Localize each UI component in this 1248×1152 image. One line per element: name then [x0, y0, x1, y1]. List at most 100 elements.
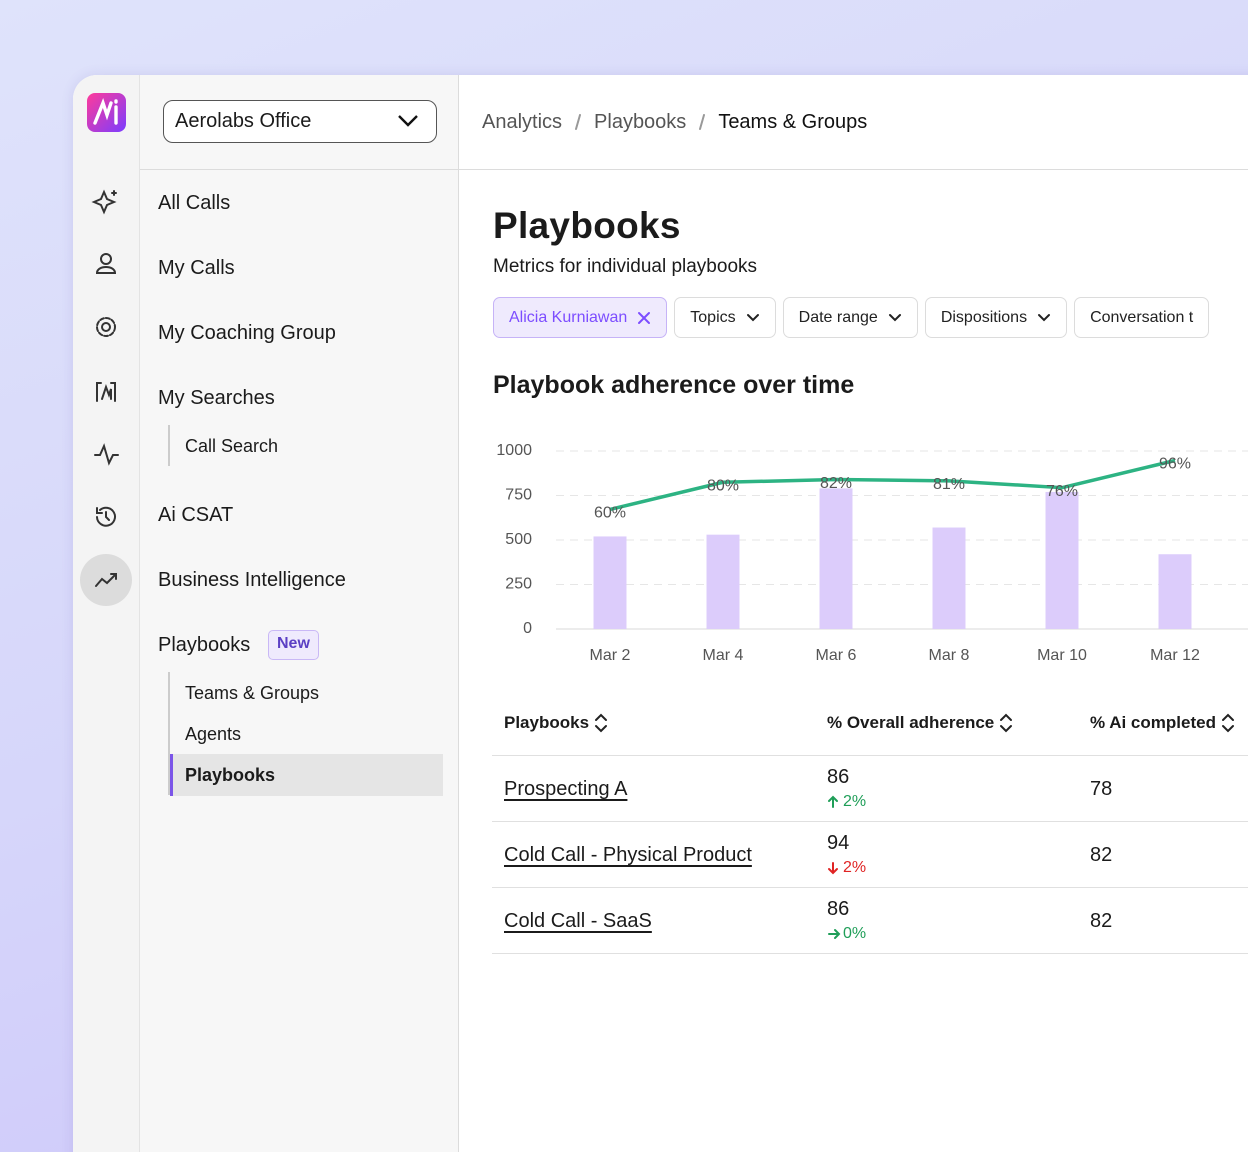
data-label: 60%	[594, 505, 626, 522]
nav-subitem[interactable]: Agents	[185, 724, 242, 744]
row-rule	[492, 887, 1248, 888]
data-label: 96%	[1159, 456, 1191, 473]
adherence: 86	[827, 766, 850, 788]
change: 0%	[827, 924, 866, 944]
nav-item[interactable]: Business Intelligence	[158, 569, 346, 591]
column-title: Playbooks	[504, 713, 590, 732]
x-tick-label: Mar 8	[929, 647, 970, 664]
breadcrumb: Analytics Playbooks Teams & Groups	[482, 108, 867, 136]
nav-item[interactable]: Ai CSAT	[158, 504, 234, 526]
x-tick-label: Mar 10	[1037, 647, 1087, 664]
filter-label: Conversation t	[1090, 308, 1194, 326]
active-rail-item[interactable]	[80, 554, 132, 606]
nav-item[interactable]: My Searches	[158, 387, 275, 409]
sub-rail	[168, 425, 170, 466]
x-tick-label: Mar 4	[703, 647, 744, 664]
ai-completed: 82	[1090, 910, 1113, 932]
x-tick-label: Mar 2	[590, 647, 631, 664]
chevron	[888, 313, 901, 321]
filter-chip[interactable]: Conversation t	[1074, 297, 1210, 338]
data-label: 76%	[1046, 483, 1078, 500]
y-tick-label: 250	[505, 576, 532, 593]
column-header[interactable]: % Overall adherence	[827, 709, 1013, 737]
change-arrow	[828, 862, 838, 875]
nav-subitem[interactable]: Call Search	[185, 436, 279, 456]
nav-subitem[interactable]: Playbooks	[185, 765, 276, 785]
workspace-name: Aerolabs Office	[175, 110, 312, 132]
playbook-link[interactable]: Cold Call - SaaS	[504, 910, 652, 932]
ai-completed: 82	[1090, 844, 1113, 866]
bar	[706, 534, 740, 629]
sort-icon	[1221, 713, 1234, 733]
filter-label: Alicia Kurniawan	[509, 308, 628, 326]
sort-icon	[1000, 713, 1013, 733]
nav-item[interactable]: My Calls	[158, 257, 235, 279]
activity-icon[interactable]	[94, 443, 119, 466]
nav-item[interactable]: All Calls	[158, 192, 231, 214]
y-tick-label: 0	[523, 620, 532, 637]
x-tick-label: Mar 12	[1150, 647, 1200, 664]
ai-icon[interactable]	[91, 189, 117, 215]
row-rule	[492, 821, 1248, 822]
column-header[interactable]: % Ai completed	[1090, 709, 1235, 737]
chevron	[398, 115, 418, 127]
filter-chip[interactable]: Alicia Kurniawan	[493, 297, 668, 338]
change: 2%	[827, 792, 866, 812]
separator	[575, 114, 582, 130]
chart-title: Playbook adherence over time	[493, 371, 855, 399]
column-title: % Overall adherence	[827, 713, 995, 732]
breadcrumb-item[interactable]: Analytics	[482, 111, 563, 133]
bar	[593, 536, 627, 629]
data-label: 82%	[820, 475, 852, 492]
remove-icon	[638, 311, 651, 324]
logo-mark	[93, 98, 118, 125]
data-label: 80%	[707, 477, 739, 494]
x-tick-label: Mar 6	[816, 647, 857, 664]
bar	[819, 488, 853, 629]
column-header[interactable]: Playbooks	[504, 709, 608, 737]
page-subtitle: Metrics for individual playbooks	[493, 256, 758, 277]
nav-subitem[interactable]: Teams & Groups	[185, 683, 320, 703]
change-value: 2%	[843, 859, 867, 876]
filter-bar: Alicia Kurniawan Topics Date range Disposit…	[493, 297, 1248, 338]
playbook-link[interactable]: Prospecting A	[504, 778, 628, 800]
header-rule	[492, 755, 1248, 756]
bar	[1158, 554, 1192, 629]
nav-item[interactable]: My Coaching Group	[158, 322, 336, 344]
filter-chip[interactable]: Topics	[674, 297, 776, 338]
analytics-icon	[95, 573, 117, 587]
bar	[1045, 491, 1079, 629]
y-tick-label: 500	[505, 531, 532, 548]
change-value: 2%	[843, 793, 867, 810]
column-title: % Ai completed	[1090, 713, 1216, 732]
rail-icons	[80, 93, 132, 606]
filter-chip[interactable]: Dispositions	[924, 297, 1068, 338]
change: 2%	[827, 858, 866, 878]
breadcrumb-item[interactable]: Playbooks	[594, 111, 687, 133]
adherence: 94	[827, 832, 850, 854]
top-bar-divider	[140, 169, 1248, 170]
workspace-select[interactable]: Aerolabs Office	[163, 100, 437, 143]
active-bg	[170, 754, 443, 796]
scripts-icon[interactable]	[96, 382, 116, 402]
filter-label: Dispositions	[940, 308, 1028, 326]
ai-completed: 78	[1090, 778, 1113, 800]
bar	[932, 527, 966, 629]
filter-chip[interactable]: Date range	[782, 297, 918, 338]
settings-icon[interactable]	[101, 322, 111, 332]
sort-icon	[595, 713, 608, 733]
history-icon[interactable]	[96, 506, 116, 527]
line	[609, 458, 1176, 512]
nav-item[interactable]: Playbooks	[158, 634, 251, 656]
y-tick-label: 750	[505, 487, 532, 504]
page-title: Playbooks	[493, 205, 681, 246]
user-icon[interactable]	[100, 253, 112, 265]
chevron	[746, 313, 759, 321]
change-value: 0%	[843, 925, 867, 942]
separator	[699, 114, 706, 130]
filter-label: Date range	[798, 308, 878, 326]
y-tick-label: 1000	[496, 442, 532, 459]
playbook-link[interactable]: Cold Call - Physical Product	[504, 844, 752, 866]
